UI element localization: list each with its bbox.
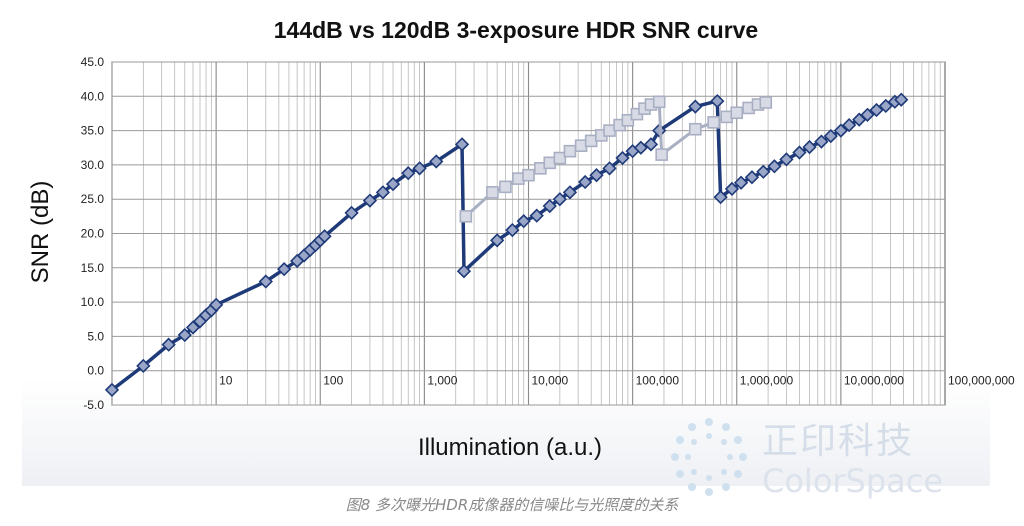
data-point: [344, 205, 359, 221]
data-point: [814, 134, 829, 149]
data-point: [161, 337, 176, 352]
data-point: [362, 193, 378, 208]
data-point: [505, 222, 520, 238]
x-tick-label: 1,000,000: [740, 373, 794, 387]
data-point: [185, 320, 201, 335]
data-point: [633, 140, 649, 155]
data-point: [894, 92, 909, 107]
x-tick-label: 100,000: [636, 373, 680, 387]
x-tick-label: 10,000,000: [844, 373, 904, 387]
data-point: [136, 358, 151, 374]
x-tick-label: 10: [219, 373, 233, 387]
data-point: [869, 102, 884, 118]
watermark-text-en: ColorSpace: [762, 462, 944, 500]
data-point: [589, 168, 604, 183]
figure-caption: 图8 多次曝光HDR成像器的信噪比与光照度的关系: [345, 496, 679, 514]
data-point: [375, 185, 391, 200]
data-point: [602, 161, 617, 176]
data-point: [385, 176, 401, 192]
data-point: [710, 93, 725, 109]
data-point: [499, 180, 512, 194]
data-point: [756, 164, 771, 179]
data-point: [542, 198, 557, 214]
chart-svg: -5.0 0.0 5.0 10.0 15.0 20.0 25.0 30.0 35.0 40.0 45…: [27, 17, 1015, 461]
data-point: [486, 186, 499, 199]
data-point: [724, 181, 740, 197]
data-point: [490, 233, 505, 248]
data-point: [563, 144, 577, 158]
data-point: [878, 98, 893, 114]
data-point: [529, 208, 544, 223]
data-point: [522, 168, 535, 182]
data-point: [730, 106, 744, 120]
y-tick-label: 40.0: [81, 89, 105, 103]
series-2: [459, 95, 773, 223]
data-point: [459, 210, 473, 223]
data-point: [277, 262, 292, 277]
watermark-text-cn: 正印科技: [762, 421, 915, 462]
grid-layer: [111, 61, 946, 406]
y-tick-label: 45.0: [81, 55, 105, 69]
data-point: [177, 327, 192, 343]
data-point: [779, 152, 794, 167]
x-tick-label: 100,000,000: [948, 373, 1015, 387]
series-layer: [104, 92, 909, 398]
y-tick-label: 30.0: [81, 158, 105, 172]
data-point: [713, 190, 728, 205]
y-tick-label: 0.0: [87, 364, 104, 378]
data-point: [733, 175, 749, 190]
data-point: [744, 170, 760, 185]
data-point: [516, 214, 531, 229]
y-axis-label: SNR (dB): [27, 181, 54, 284]
data-point: [841, 117, 857, 133]
data-point: [689, 122, 702, 136]
chart-title: 144dB vs 120dB 3-exposure HDR SNR curve: [274, 17, 758, 43]
data-point: [802, 139, 817, 155]
data-point: [833, 123, 849, 138]
x-axis-label: Illumination (a.u.): [418, 434, 602, 461]
data-point: [454, 137, 470, 152]
y-tick-label: 25.0: [81, 192, 105, 206]
watermark-logo-icon: [671, 418, 747, 496]
data-point: [578, 174, 593, 190]
x-tick-label: 1,000: [427, 373, 457, 387]
data-point: [456, 264, 472, 279]
data-point: [429, 154, 444, 169]
data-point: [860, 107, 875, 122]
data-point: [643, 137, 659, 152]
data-point: [823, 128, 838, 144]
data-point: [562, 185, 578, 200]
y-tick-label: 10.0: [81, 295, 105, 309]
x-tick-label: 100: [323, 373, 343, 387]
data-point: [652, 95, 666, 109]
y-tick-label: -5.0: [83, 398, 104, 412]
data-point: [401, 166, 416, 181]
x-tick-label: 10,000: [532, 373, 569, 387]
data-point: [258, 274, 273, 289]
data-point: [707, 116, 720, 129]
data-point: [412, 161, 427, 176]
data-point: [759, 96, 773, 109]
y-tick-label: 15.0: [81, 261, 105, 275]
data-point: [317, 229, 332, 244]
data-point: [552, 192, 567, 207]
watermark: 正印科技 ColorSpace: [662, 410, 982, 505]
data-point: [767, 159, 782, 174]
y-tick-label: 20.0: [81, 227, 105, 241]
data-point: [655, 148, 668, 161]
axis-layer: -5.0 0.0 5.0 10.0 15.0 20.0 25.0 30.0 35.0 40.0 45…: [81, 55, 1015, 412]
data-point: [553, 151, 567, 165]
data-point: [104, 382, 120, 398]
data-point: [615, 150, 630, 166]
data-point: [688, 99, 703, 114]
y-tick-label: 5.0: [87, 329, 104, 343]
y-tick-label: 35.0: [81, 124, 105, 138]
series-1: [104, 92, 909, 398]
data-point: [208, 297, 224, 312]
data-point: [792, 145, 807, 160]
